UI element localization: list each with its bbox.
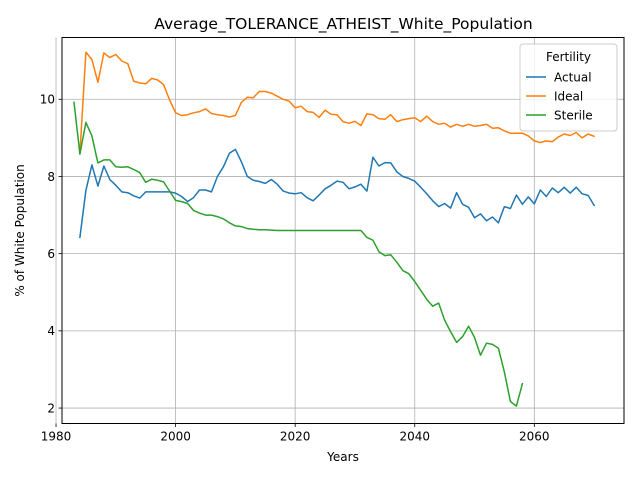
- x-tick-label: 2060: [519, 430, 550, 444]
- x-tick-label: 1980: [41, 430, 72, 444]
- legend-label-sterile: Sterile: [554, 108, 593, 122]
- y-tick-label: 2: [47, 401, 55, 415]
- legend-label-actual: Actual: [554, 70, 592, 84]
- y-tick-label: 8: [47, 170, 55, 184]
- x-tick-label: 2000: [160, 430, 191, 444]
- y-axis-label: % of White Population: [13, 164, 27, 296]
- y-tick-label: 6: [47, 247, 55, 261]
- y-tick-label: 4: [47, 324, 55, 338]
- x-tick-label: 2020: [280, 430, 311, 444]
- legend-label-ideal: Ideal: [554, 89, 583, 103]
- x-axis-label: Years: [326, 450, 359, 464]
- x-tick-label: 2040: [399, 430, 430, 444]
- legend: Fertility Actual Ideal Sterile: [520, 44, 617, 131]
- legend-title: Fertility: [546, 50, 591, 64]
- chart-title: Average_TOLERANCE_ATHEIST_White_Populati…: [154, 15, 532, 34]
- y-tick-label: 10: [40, 93, 55, 107]
